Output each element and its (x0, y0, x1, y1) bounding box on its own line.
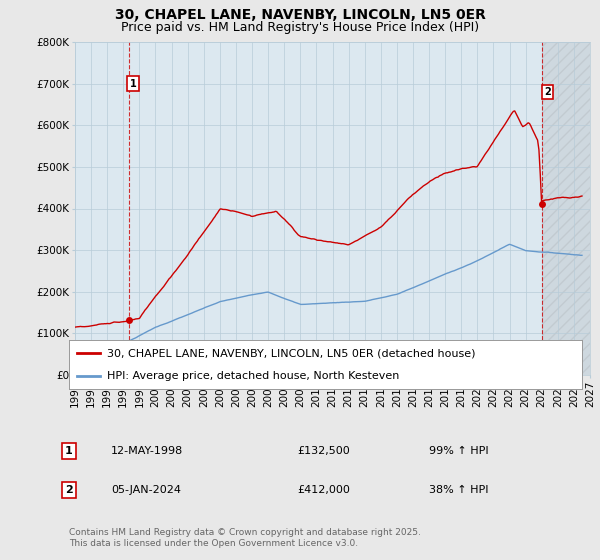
Text: 2: 2 (544, 87, 551, 97)
Text: £132,500: £132,500 (297, 446, 350, 456)
Text: 05-JAN-2024: 05-JAN-2024 (111, 485, 181, 495)
Text: HPI: Average price, detached house, North Kesteven: HPI: Average price, detached house, Nort… (107, 371, 400, 381)
Text: 12-MAY-1998: 12-MAY-1998 (111, 446, 183, 456)
Text: 30, CHAPEL LANE, NAVENBY, LINCOLN, LN5 0ER (detached house): 30, CHAPEL LANE, NAVENBY, LINCOLN, LN5 0… (107, 348, 476, 358)
Text: 1: 1 (65, 446, 73, 456)
Text: Price paid vs. HM Land Registry's House Price Index (HPI): Price paid vs. HM Land Registry's House … (121, 21, 479, 34)
Text: 99% ↑ HPI: 99% ↑ HPI (429, 446, 488, 456)
Text: 2: 2 (65, 485, 73, 495)
Text: 30, CHAPEL LANE, NAVENBY, LINCOLN, LN5 0ER: 30, CHAPEL LANE, NAVENBY, LINCOLN, LN5 0… (115, 8, 485, 22)
Text: 38% ↑ HPI: 38% ↑ HPI (429, 485, 488, 495)
Text: Contains HM Land Registry data © Crown copyright and database right 2025.
This d: Contains HM Land Registry data © Crown c… (69, 528, 421, 548)
Text: 1: 1 (130, 78, 136, 88)
Text: £412,000: £412,000 (297, 485, 350, 495)
